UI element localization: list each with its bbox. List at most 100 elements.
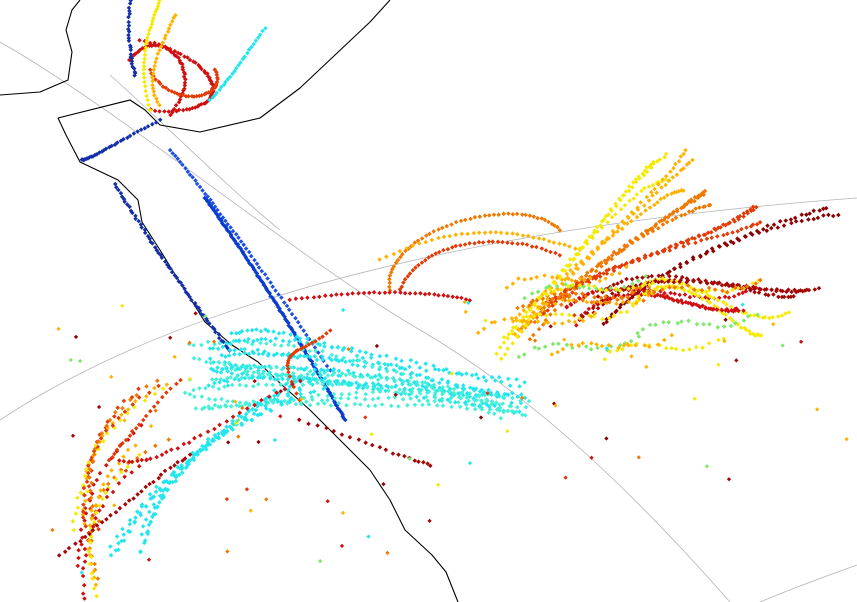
track-point bbox=[287, 339, 292, 344]
track-point bbox=[377, 257, 382, 262]
track-point bbox=[195, 450, 200, 456]
track-point bbox=[472, 214, 478, 220]
track-point bbox=[334, 292, 339, 297]
track-point bbox=[275, 399, 280, 404]
track-point bbox=[564, 263, 570, 268]
track-point bbox=[275, 377, 281, 382]
track-point bbox=[726, 295, 732, 300]
track-point bbox=[489, 392, 494, 398]
track-point bbox=[317, 342, 323, 348]
track-point bbox=[262, 272, 268, 277]
track-point bbox=[401, 389, 406, 395]
track-point bbox=[415, 382, 421, 388]
track-point bbox=[183, 465, 189, 471]
track-point bbox=[147, 492, 153, 497]
track-point bbox=[279, 372, 284, 378]
track-point bbox=[336, 368, 342, 374]
track-point bbox=[199, 66, 204, 72]
track-point bbox=[356, 358, 362, 363]
track-point bbox=[387, 273, 393, 278]
track-point bbox=[212, 380, 217, 386]
track-point bbox=[322, 401, 327, 406]
track-point bbox=[354, 380, 359, 385]
track-point bbox=[302, 353, 307, 359]
track-point bbox=[276, 331, 282, 336]
track-point bbox=[293, 296, 299, 301]
graticule-line bbox=[0, 41, 731, 602]
track-point bbox=[433, 390, 438, 396]
track-point bbox=[169, 269, 175, 275]
track-point bbox=[360, 355, 366, 361]
track-point bbox=[404, 246, 410, 251]
track-point bbox=[229, 364, 235, 370]
track-point bbox=[305, 371, 310, 377]
track-point bbox=[336, 358, 342, 364]
track-point bbox=[242, 375, 248, 381]
track-point bbox=[479, 399, 484, 404]
track-point bbox=[183, 77, 188, 82]
track-point bbox=[283, 382, 289, 387]
track-point bbox=[477, 389, 483, 394]
track-point bbox=[387, 284, 392, 290]
track-point bbox=[239, 375, 245, 381]
track-point bbox=[270, 382, 275, 388]
track-point bbox=[377, 353, 383, 359]
track-point bbox=[351, 370, 356, 376]
track-point bbox=[157, 48, 162, 53]
track-point bbox=[417, 389, 422, 394]
track-point bbox=[129, 59, 135, 64]
track-point bbox=[328, 328, 333, 333]
track-point bbox=[378, 383, 383, 389]
track-point bbox=[510, 395, 515, 401]
track-point bbox=[432, 366, 438, 372]
track-point bbox=[268, 280, 273, 285]
track-point bbox=[187, 458, 193, 463]
track-point bbox=[247, 401, 252, 407]
track-point bbox=[227, 74, 233, 80]
track-point bbox=[440, 390, 446, 396]
track-point bbox=[258, 340, 263, 346]
track-point bbox=[265, 353, 271, 358]
track-point bbox=[268, 365, 274, 371]
track-point bbox=[505, 335, 510, 341]
track-point bbox=[447, 388, 453, 394]
track-point bbox=[280, 338, 286, 344]
track-point bbox=[346, 396, 351, 401]
track-point bbox=[224, 340, 230, 346]
track-point bbox=[273, 372, 279, 377]
track-point bbox=[339, 292, 344, 297]
track-point bbox=[287, 374, 293, 379]
track-point bbox=[272, 393, 277, 399]
track-point bbox=[259, 364, 264, 370]
track-point bbox=[205, 436, 211, 442]
track-point bbox=[225, 399, 230, 404]
track-point bbox=[487, 213, 492, 218]
track-point bbox=[203, 385, 208, 391]
track-point bbox=[217, 87, 222, 93]
track-point bbox=[230, 418, 235, 424]
track-point bbox=[467, 391, 473, 396]
track-point bbox=[251, 370, 257, 375]
track-point bbox=[385, 384, 391, 390]
track-point bbox=[345, 368, 351, 373]
track-point bbox=[408, 357, 414, 363]
track-point bbox=[282, 300, 287, 305]
track-point bbox=[426, 402, 432, 407]
track-point bbox=[441, 293, 446, 298]
track-point bbox=[244, 417, 250, 423]
track-point bbox=[272, 388, 277, 393]
track-point bbox=[501, 334, 507, 340]
track-point bbox=[347, 391, 352, 397]
track-point bbox=[153, 120, 159, 125]
track-point bbox=[505, 408, 511, 414]
track-point bbox=[219, 396, 224, 402]
track-point bbox=[391, 264, 397, 269]
track-point bbox=[456, 400, 461, 405]
track-point bbox=[477, 403, 482, 408]
track-point bbox=[224, 424, 229, 430]
track-point bbox=[240, 56, 246, 62]
track-point bbox=[299, 296, 305, 301]
track-point bbox=[447, 233, 453, 239]
track-point bbox=[514, 409, 519, 415]
